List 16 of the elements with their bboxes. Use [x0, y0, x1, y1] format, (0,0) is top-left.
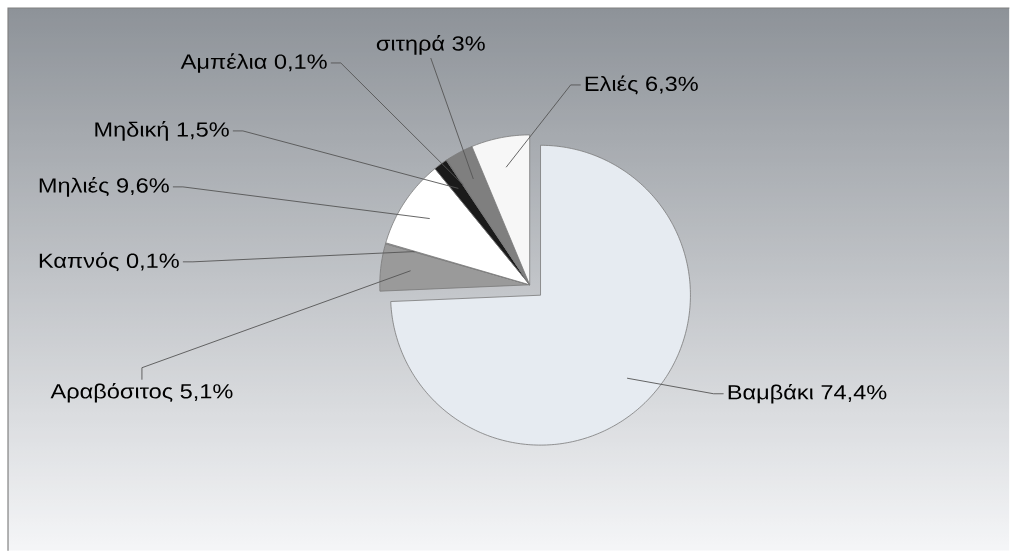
data-label: 3%: [452, 36, 485, 51]
slice-label: Καπνός: [39, 252, 119, 272]
data-label: 1,5%: [177, 122, 229, 139]
slice-label: Αραβόσιτος: [50, 382, 173, 403]
data-label: 0,1%: [274, 54, 327, 72]
slice-label: Μηλιές: [39, 176, 109, 197]
slice-label: Ελιές: [585, 75, 638, 95]
data-label: 9,6%: [117, 178, 169, 195]
slice-label: Βαμβάκι: [728, 383, 814, 404]
data-label: 74,4%: [821, 385, 887, 402]
data-label: 6,3%: [646, 76, 698, 94]
slice-label: σιτηρά: [376, 34, 445, 55]
slice-label: Μηδική: [95, 120, 168, 141]
slice-label: Αμπέλια: [180, 53, 267, 73]
data-label: 0,1%: [126, 253, 179, 271]
data-label: 5,1%: [180, 384, 233, 401]
